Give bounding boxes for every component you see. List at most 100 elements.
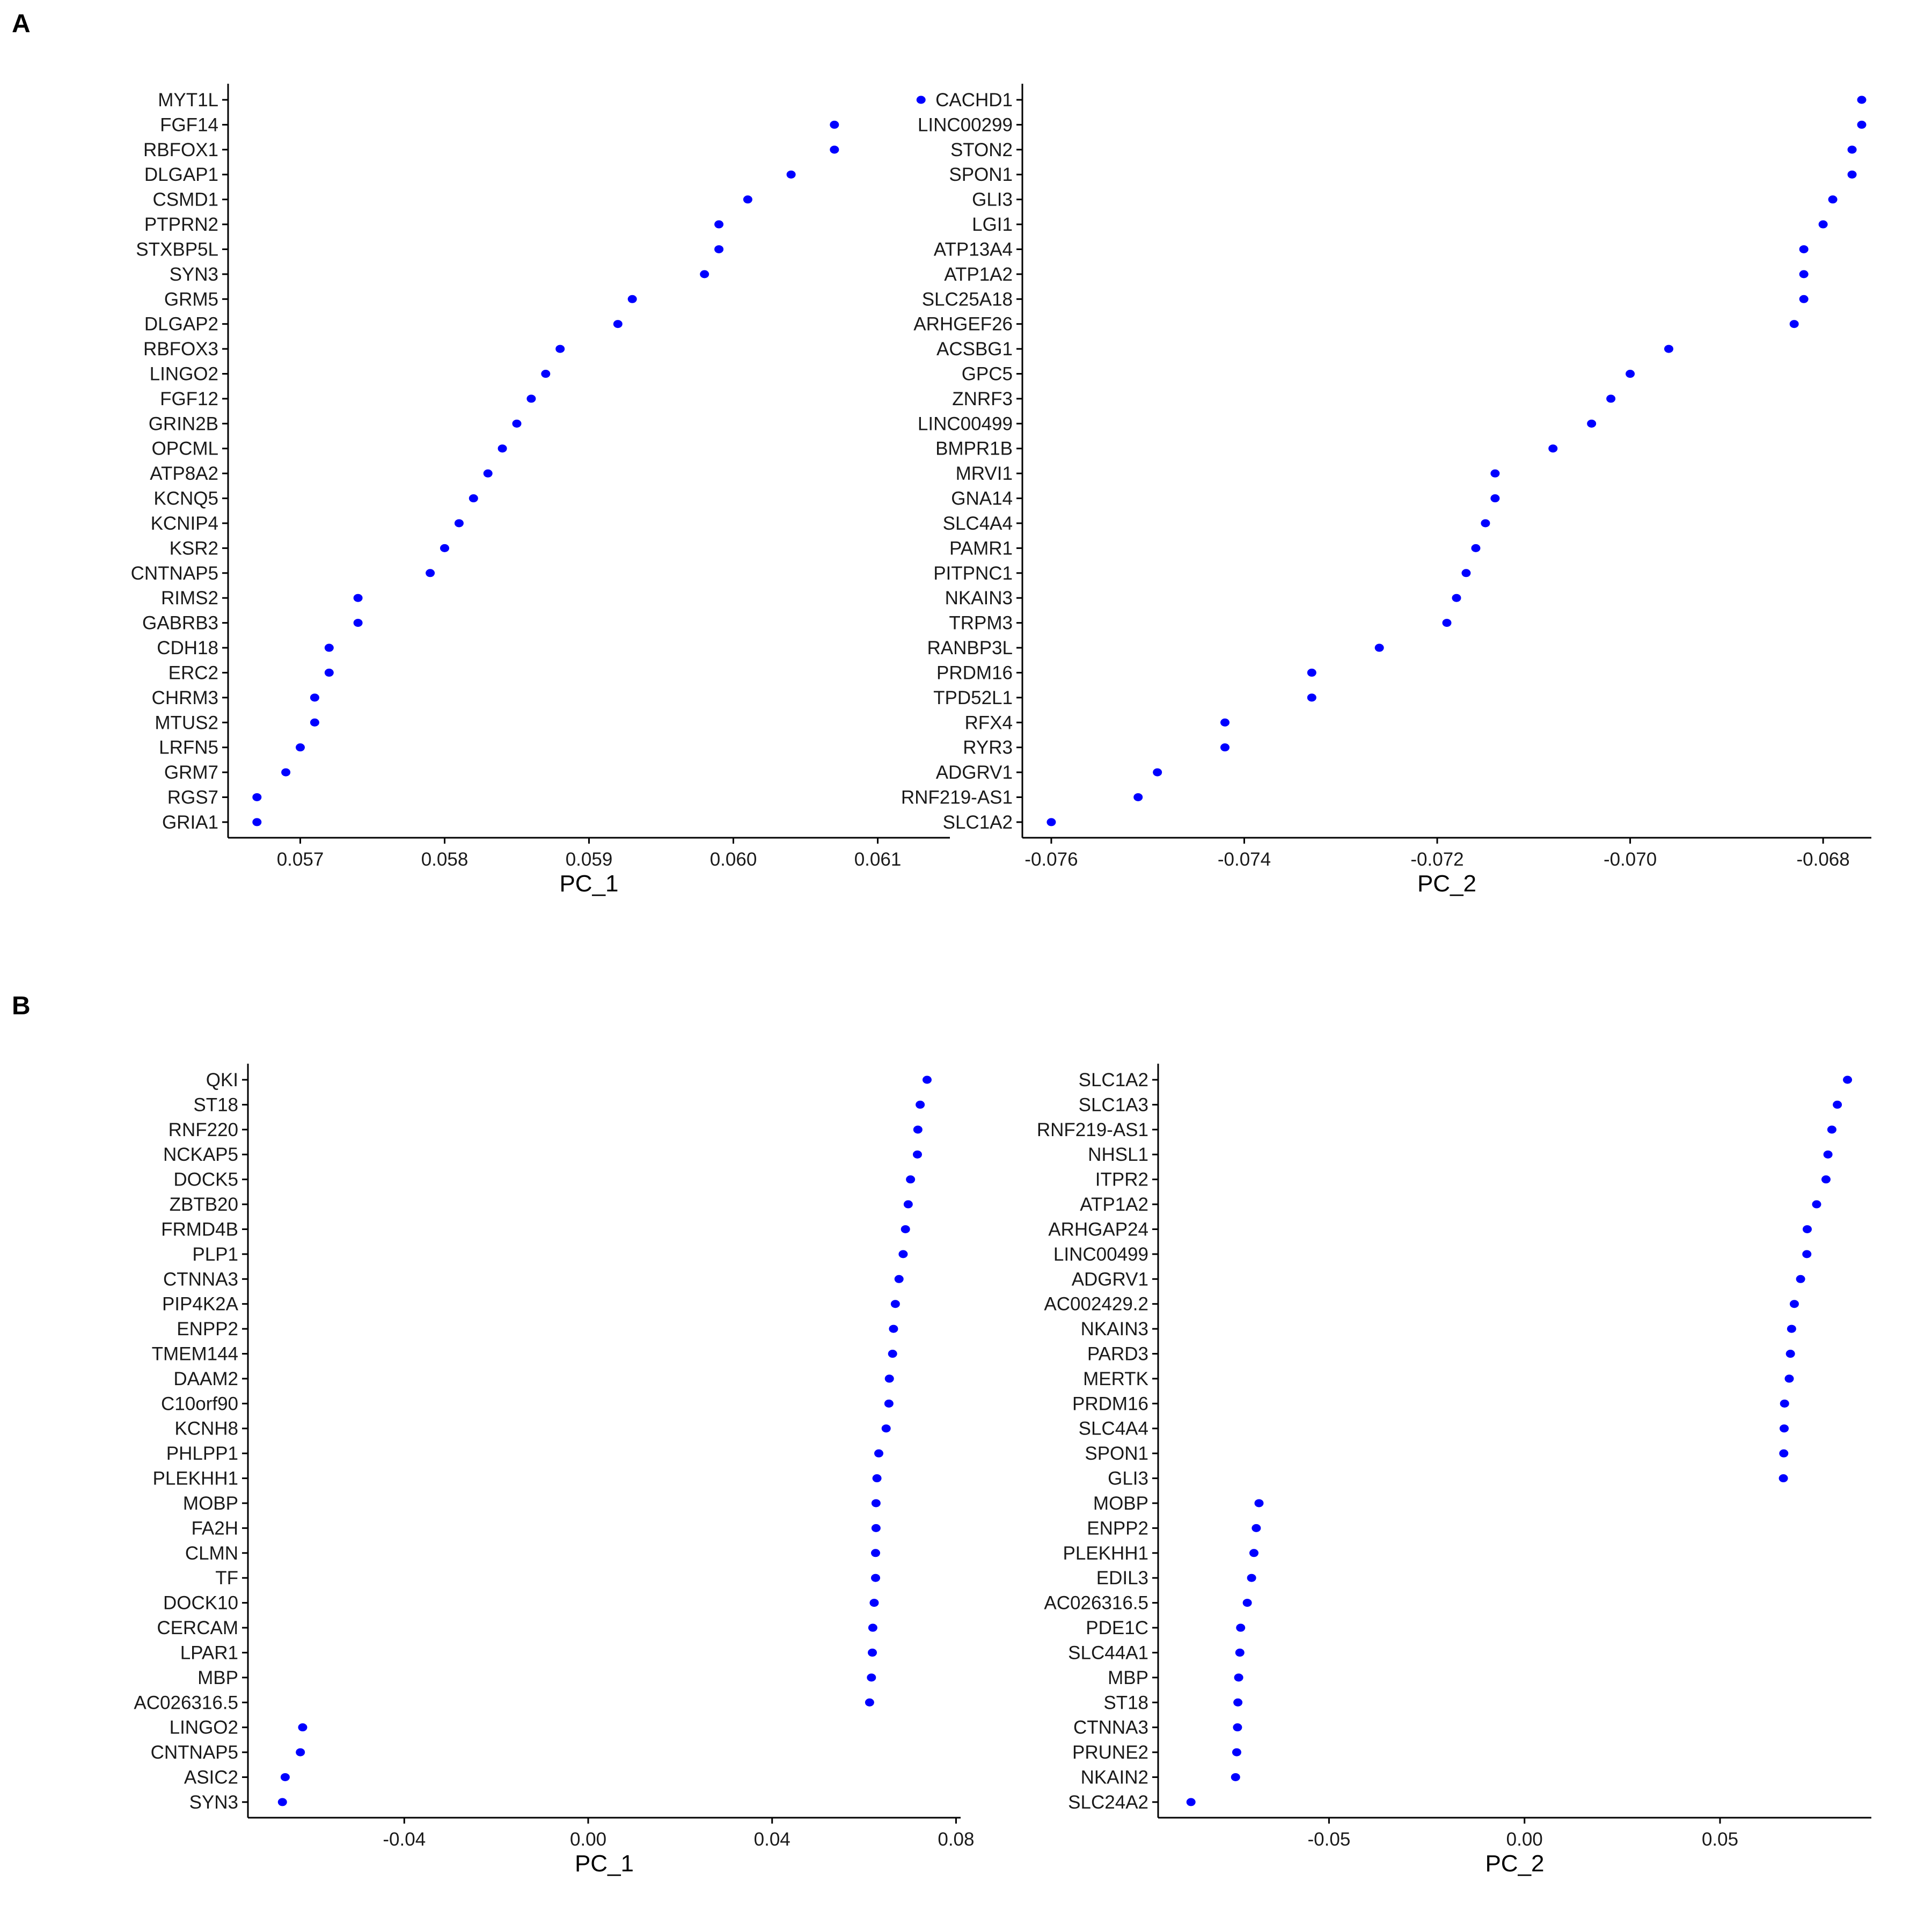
gene-label: GPC5 [962,364,1013,385]
x-tick-label: 0.059 [566,849,613,870]
gene-label: ENPP2 [1087,1518,1148,1539]
gene-label: FRMD4B [161,1219,238,1240]
gene-label: ATP8A2 [150,463,218,484]
data-point [1827,1125,1836,1134]
data-point [1220,718,1230,727]
gene-label: CHRM3 [152,687,218,708]
gene-label: FA2H [191,1518,238,1539]
x-tick-label: 0.057 [277,849,324,870]
gene-label: NHSL1 [1088,1144,1148,1165]
data-point [440,544,449,552]
gene-label: LINC00299 [918,114,1013,135]
gene-label: OPCML [152,438,218,459]
panel-label-b: B [12,992,31,1020]
data-point [867,1648,877,1657]
chart-2: CACHD1 LINC00299 STON2 SPON1 GLI3 LGI1 ATP13A4… [901,84,1871,897]
x-tick-label: -0.04 [383,1829,426,1850]
x-tick-label: -0.05 [1308,1829,1351,1850]
gene-label: PARD3 [1087,1344,1148,1365]
data-point [483,469,493,478]
data-point [1802,1250,1812,1258]
data-point [1799,245,1809,253]
gene-label: MBP [1108,1667,1148,1688]
gene-label: GRM5 [164,289,218,310]
chart-3: QKI ST18 RNF220 NCKAP5 DOCK5 ZBTB20 FRMD4B PLP1… [134,1064,974,1877]
data-point [526,394,536,403]
gene-label: KSR2 [170,538,218,559]
gene-label: GABRB3 [142,613,218,634]
gene-label: GRIN2B [149,413,218,434]
data-point [865,1698,874,1707]
gene-label: ENPP2 [177,1319,238,1340]
data-point [1857,120,1867,129]
gene-label: SYN3 [170,264,218,285]
data-point [1481,519,1490,528]
data-point [1242,1599,1252,1607]
gene-label: MTUS2 [155,712,218,733]
gene-label: CNTNAP5 [131,563,218,584]
gene-label: LINC00499 [1053,1244,1148,1265]
data-point [1548,444,1558,453]
data-point [874,1449,883,1458]
data-point [894,1275,904,1283]
x-tick-label: 0.061 [854,849,902,870]
data-point [890,1300,900,1308]
gene-label: ATP1A2 [1080,1194,1148,1215]
gene-label: MBP [197,1667,238,1688]
data-point [1821,1175,1831,1184]
gene-label: PLP1 [192,1244,238,1265]
gene-label: ZBTB20 [170,1194,238,1215]
gene-label: CTNNA3 [163,1269,238,1290]
gene-label: SLC1A2 [1079,1070,1148,1091]
data-point [1779,1474,1788,1483]
gene-label: MYT1L [158,90,218,111]
gene-label: ADGRV1 [936,762,1013,783]
data-point [1784,1374,1794,1383]
data-point [1857,96,1867,104]
gene-label: ATP1A2 [944,264,1013,285]
gene-label: KCNH8 [174,1418,238,1439]
data-point [1779,1449,1789,1458]
gene-label: GLI3 [1108,1468,1148,1489]
gene-label: RBFOX3 [143,339,218,360]
data-point [867,1673,876,1682]
data-point [1833,1100,1842,1109]
data-point [1461,569,1471,577]
gene-label: DOCK10 [163,1593,238,1614]
data-point [901,1225,910,1233]
gene-label: CACHD1 [935,90,1013,111]
data-point [613,320,623,328]
data-point [889,1324,898,1333]
gene-label: RBFOX1 [143,140,218,160]
data-point [324,643,334,652]
gene-label: ITPR2 [1095,1169,1148,1190]
data-point [906,1175,916,1184]
data-point [1789,320,1799,328]
data-point [903,1200,913,1209]
gene-label: MERTK [1083,1368,1148,1389]
gene-label: NCKAP5 [163,1144,238,1165]
data-point [512,419,522,428]
data-point [868,1623,877,1632]
gene-label: PRDM16 [1072,1393,1148,1414]
gene-label: KCNIP4 [151,513,218,534]
data-point [700,270,709,279]
gene-label: MOBP [1093,1493,1148,1514]
gene-label: DLGAP2 [144,314,218,335]
gene-label: ACSBG1 [936,339,1013,360]
gene-label: DOCK5 [173,1169,238,1190]
data-point [353,619,363,627]
gene-label: LINC00499 [918,413,1013,434]
gene-label: NKAIN3 [1081,1319,1148,1340]
gene-label: KCNQ5 [153,488,218,509]
gene-label: PITPNC1 [933,563,1013,584]
gene-label: ST18 [1103,1692,1148,1713]
gene-label: PLEKHH1 [152,1468,238,1489]
data-point [541,370,551,378]
data-point [884,1374,894,1383]
gene-label: ERC2 [169,662,218,683]
x-tick-label: -0.070 [1604,849,1657,870]
gene-label: SLC44A1 [1068,1642,1148,1663]
data-point [912,1150,922,1159]
